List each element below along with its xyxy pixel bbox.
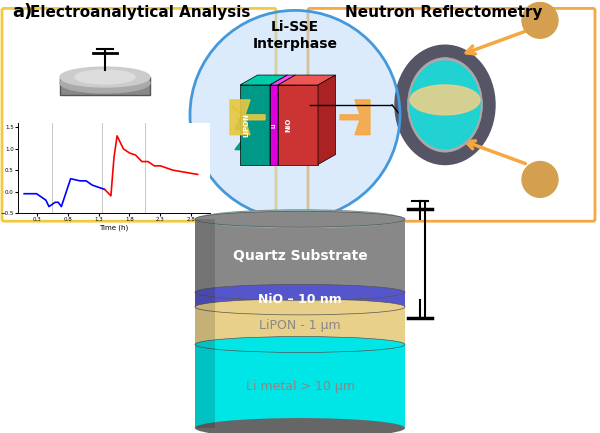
Bar [195, 345, 405, 428]
Ellipse shape [410, 61, 480, 149]
Ellipse shape [195, 336, 405, 352]
X-axis label: Time (h): Time (h) [100, 225, 128, 232]
Polygon shape [318, 75, 335, 165]
Text: a): a) [12, 3, 32, 21]
Ellipse shape [195, 209, 405, 229]
Bar [195, 219, 215, 292]
Ellipse shape [407, 58, 482, 152]
Text: Electroanalytical Analysis: Electroanalytical Analysis [30, 5, 250, 20]
Ellipse shape [395, 45, 495, 165]
Ellipse shape [195, 284, 405, 300]
Ellipse shape [195, 211, 405, 227]
Text: Li: Li [272, 122, 277, 127]
Polygon shape [270, 75, 287, 165]
Bar [195, 292, 215, 307]
Polygon shape [230, 100, 265, 135]
Bar [270, 85, 278, 165]
Text: LiPON - 1 μm: LiPON - 1 μm [259, 319, 341, 332]
Text: Quartz Substrate: Quartz Substrate [233, 249, 367, 263]
Polygon shape [240, 75, 287, 85]
Polygon shape [235, 130, 275, 150]
Bar [195, 292, 405, 307]
Text: Neutron Reflectometry: Neutron Reflectometry [345, 5, 542, 20]
Bar [195, 219, 405, 292]
Ellipse shape [60, 73, 150, 93]
Text: Li-SSE
Interphase: Li-SSE Interphase [253, 20, 337, 51]
Circle shape [522, 162, 558, 197]
Bar [195, 307, 215, 345]
Ellipse shape [195, 210, 405, 228]
Bar [195, 307, 405, 345]
Circle shape [190, 10, 400, 219]
Text: Li metal > 10 μm: Li metal > 10 μm [245, 380, 355, 393]
Ellipse shape [75, 70, 135, 84]
Text: LIPON: LIPON [243, 113, 249, 137]
Circle shape [522, 3, 558, 38]
Ellipse shape [195, 418, 405, 433]
Text: b): b) [168, 195, 189, 213]
Polygon shape [340, 100, 370, 135]
FancyBboxPatch shape [60, 77, 150, 95]
FancyBboxPatch shape [2, 8, 276, 221]
Ellipse shape [60, 67, 150, 87]
Bar [195, 345, 215, 428]
Bar [240, 85, 270, 165]
Polygon shape [235, 95, 275, 130]
Ellipse shape [195, 299, 405, 315]
Text: NiO – 10 nm: NiO – 10 nm [258, 293, 342, 306]
Polygon shape [270, 75, 296, 85]
Ellipse shape [410, 85, 480, 115]
Text: NiO: NiO [285, 118, 291, 132]
Polygon shape [278, 75, 335, 85]
Bar [278, 85, 318, 165]
FancyBboxPatch shape [308, 8, 595, 221]
Polygon shape [278, 75, 296, 165]
